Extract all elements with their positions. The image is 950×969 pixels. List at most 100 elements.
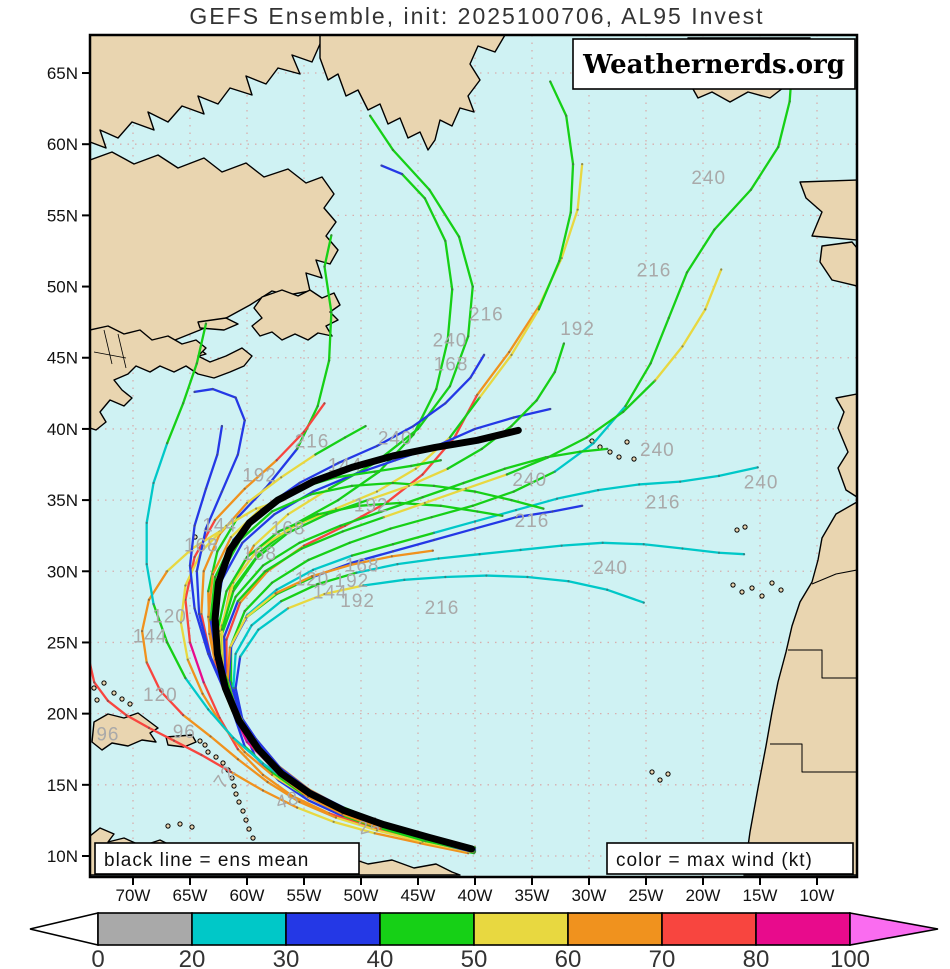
track-segment [323, 234, 333, 268]
track-point [777, 145, 780, 149]
track-segment [207, 550, 219, 593]
track-segment [188, 524, 196, 567]
track-segment [327, 311, 333, 362]
track-point [654, 379, 657, 382]
track-segment [188, 641, 205, 684]
track-point [184, 584, 187, 587]
track-segment [355, 563, 399, 574]
track-point [638, 483, 641, 486]
track-point [720, 268, 723, 271]
track-point [562, 342, 566, 345]
track-segment [211, 535, 233, 576]
legend-color-note: color = max wind (kt) [616, 850, 813, 871]
ensemble-mean-line [211, 426, 522, 853]
track-segment [275, 568, 315, 591]
island-dot [240, 808, 246, 814]
island-dot [631, 456, 637, 462]
track-point [234, 686, 237, 690]
track-segment [519, 544, 563, 552]
island-dot [749, 585, 755, 591]
track-segment [685, 228, 716, 274]
track-segment [553, 342, 566, 374]
track-point [195, 570, 198, 573]
colorbar-value-label: 50 [461, 946, 488, 969]
track-point [446, 339, 449, 342]
track-segment [446, 288, 454, 342]
track-segment [576, 162, 584, 211]
track-segment [334, 470, 376, 479]
track-point [537, 308, 540, 311]
track-point [207, 590, 210, 593]
track-segment [681, 547, 721, 554]
track-segment [306, 795, 344, 816]
track-segment [236, 570, 267, 603]
track-segment [585, 410, 625, 439]
track-point [275, 588, 278, 591]
track-point [423, 501, 426, 505]
track-point [270, 773, 274, 776]
track-segment [323, 584, 365, 596]
track-segment [140, 598, 151, 633]
track-segment [179, 584, 187, 624]
track-point [343, 436, 347, 439]
track-point [261, 789, 265, 792]
track-segment [311, 554, 354, 572]
track-segment [332, 820, 376, 835]
track-segment [200, 524, 228, 553]
island-dot [101, 680, 107, 686]
track-point [232, 736, 235, 739]
lon-axis-label: 10W [800, 886, 835, 905]
track-point [410, 464, 413, 468]
forecast-hour-label: 240 [593, 558, 628, 579]
track-point [414, 467, 417, 470]
track-point [152, 481, 155, 485]
island-dot [250, 835, 256, 841]
track-segment [467, 285, 474, 338]
track-point [398, 501, 401, 505]
track-segment [514, 497, 559, 512]
track-point [348, 541, 351, 544]
track-point [250, 624, 253, 627]
track-segment [234, 686, 244, 721]
island-dot [229, 775, 235, 781]
island-dot [665, 771, 671, 777]
track-point [642, 601, 645, 604]
track-point [571, 163, 575, 166]
track-segment [296, 498, 340, 525]
track-segment [266, 780, 301, 804]
island-dot [243, 817, 249, 823]
track-segment [510, 399, 538, 428]
island-dot [734, 527, 740, 533]
track-segment [400, 172, 426, 200]
track-point [553, 470, 556, 473]
track-point [241, 541, 244, 544]
africa-borders [770, 569, 856, 773]
lat-axis-label: 65N [47, 64, 78, 83]
track-segment [537, 259, 561, 311]
island-dot [769, 580, 775, 586]
track-point [236, 600, 239, 603]
track-point [200, 753, 203, 757]
track-point [681, 345, 684, 348]
track-segment [184, 676, 210, 711]
track-segment [407, 467, 449, 488]
track-point [535, 399, 538, 402]
track-point [407, 484, 410, 487]
track-point [601, 541, 604, 544]
lon-axis-label: 25W [629, 886, 664, 905]
track-segment [510, 498, 545, 510]
track-segment [560, 208, 579, 260]
track-segment [234, 564, 265, 599]
forecast-hour-label: 120 [295, 570, 330, 591]
wind-colorbar: 0 20 30 40 50 60 70 80 100 [29, 911, 939, 969]
track-point [270, 510, 274, 513]
track-segment [298, 800, 338, 819]
track-point [446, 467, 449, 470]
watermark: Weathernerds.org [582, 50, 845, 80]
legend-ens-mean-box: black line = ens mean [94, 842, 360, 875]
track-segment [311, 473, 356, 493]
colorbar-segment [755, 912, 851, 946]
track-segment [140, 629, 148, 664]
track-segment [622, 379, 657, 413]
track-point [207, 652, 210, 655]
